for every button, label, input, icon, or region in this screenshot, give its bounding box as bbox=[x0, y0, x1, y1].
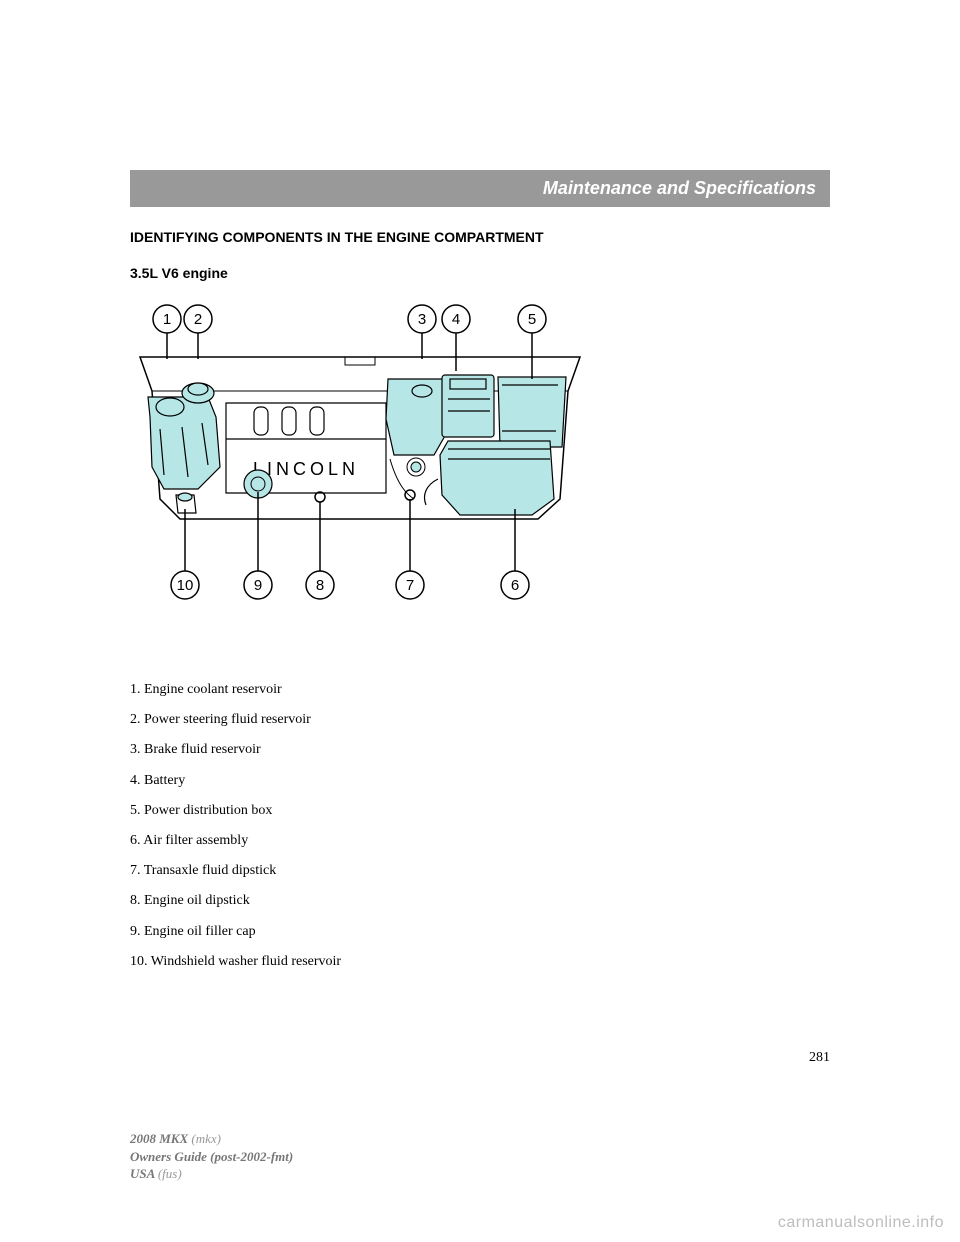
svg-text:4: 4 bbox=[452, 311, 460, 328]
section-title: IDENTIFYING COMPONENTS IN THE ENGINE COM… bbox=[130, 229, 830, 245]
svg-text:7: 7 bbox=[406, 577, 414, 594]
svg-text:2: 2 bbox=[194, 311, 202, 328]
watermark: carmanualsonline.info bbox=[778, 1214, 944, 1232]
svg-text:6: 6 bbox=[511, 577, 519, 594]
section-header: Maintenance and Specifications bbox=[130, 170, 830, 207]
legend-item: 5. Power distribution box bbox=[130, 802, 830, 820]
svg-text:3: 3 bbox=[418, 311, 426, 328]
engine-diagram: LINCOLN bbox=[130, 299, 590, 631]
legend-item: 7. Transaxle fluid dipstick bbox=[130, 862, 830, 880]
svg-text:10: 10 bbox=[177, 577, 194, 594]
footer-model: 2008 MKX bbox=[130, 1131, 188, 1146]
subsection-title: 3.5L V6 engine bbox=[130, 265, 830, 281]
page-footer: 2008 MKX (mkx) Owners Guide (post-2002-f… bbox=[130, 1130, 293, 1183]
legend-item: 3. Brake fluid reservoir bbox=[130, 741, 830, 759]
svg-text:8: 8 bbox=[316, 577, 324, 594]
footer-guide: Owners Guide (post-2002-fmt) bbox=[130, 1148, 293, 1166]
footer-region: USA bbox=[130, 1166, 155, 1181]
component-legend: 1. Engine coolant reservoir 2. Power stee… bbox=[130, 681, 830, 971]
legend-item: 2. Power steering fluid reservoir bbox=[130, 711, 830, 729]
page-number: 281 bbox=[809, 1050, 830, 1066]
legend-item: 6. Air filter assembly bbox=[130, 832, 830, 850]
svg-text:5: 5 bbox=[528, 311, 536, 328]
legend-item: 1. Engine coolant reservoir bbox=[130, 681, 830, 699]
svg-text:9: 9 bbox=[254, 577, 262, 594]
legend-item: 8. Engine oil dipstick bbox=[130, 892, 830, 910]
footer-region-code: (fus) bbox=[158, 1166, 182, 1181]
footer-model-code: (mkx) bbox=[191, 1131, 221, 1146]
legend-item: 10. Windshield washer fluid reservoir bbox=[130, 953, 830, 971]
legend-item: 9. Engine oil filler cap bbox=[130, 923, 830, 941]
legend-item: 4. Battery bbox=[130, 772, 830, 790]
svg-text:1: 1 bbox=[163, 311, 171, 328]
